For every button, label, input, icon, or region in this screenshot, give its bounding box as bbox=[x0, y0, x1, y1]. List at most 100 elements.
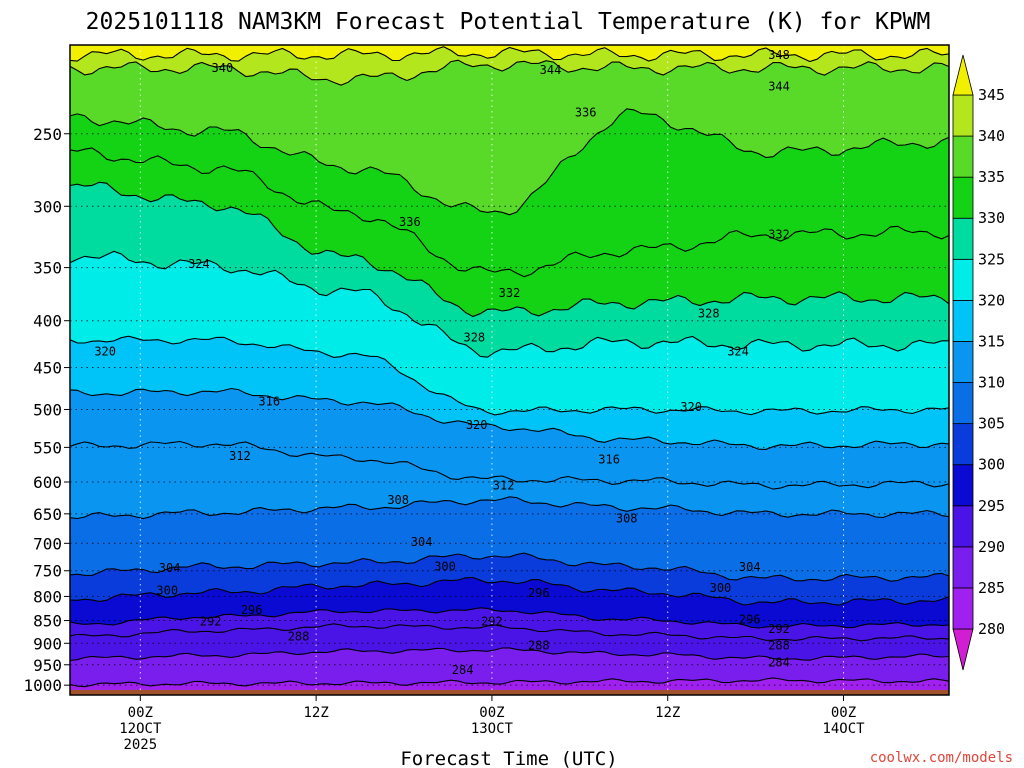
colorbar-tick-label: 280 bbox=[978, 620, 1005, 638]
contour-332 bbox=[70, 147, 949, 278]
contour-label: 292 bbox=[200, 614, 222, 628]
colorbar-tick-label: 295 bbox=[978, 497, 1005, 515]
plot-area bbox=[70, 45, 949, 695]
colorbar-swatch bbox=[952, 382, 974, 425]
y-tick-label: 650 bbox=[33, 505, 62, 524]
colorbar-tick-label: 305 bbox=[978, 415, 1005, 433]
y-tick-label: 850 bbox=[33, 612, 62, 631]
contour-304 bbox=[70, 552, 949, 582]
y-tick-label: 800 bbox=[33, 587, 62, 606]
contour-label: 336 bbox=[399, 215, 421, 229]
contour-312 bbox=[70, 440, 949, 490]
contour-label: 324 bbox=[188, 257, 210, 271]
y-tick-label: 500 bbox=[33, 400, 62, 419]
contour-label: 284 bbox=[768, 656, 790, 670]
y-axis: 250 300 350 400 450 500 550 600 650 700 750 800 850 9… bbox=[23, 125, 70, 695]
contour-label: 292 bbox=[481, 614, 503, 628]
colorbar-swatch bbox=[952, 423, 974, 466]
contour-label: 296 bbox=[528, 586, 550, 600]
contour-288 bbox=[70, 647, 949, 662]
contour-label: 312 bbox=[229, 449, 251, 463]
contour-label: 320 bbox=[94, 344, 116, 358]
contour-308 bbox=[70, 496, 949, 520]
contour-label: 288 bbox=[768, 638, 790, 652]
y-tick-label: 1000 bbox=[23, 676, 62, 695]
contour-label: 328 bbox=[698, 307, 720, 321]
y-tick-label: 550 bbox=[33, 438, 62, 457]
x-tick-label: 14OCT bbox=[822, 721, 865, 737]
colorbar-tick-label: 315 bbox=[978, 332, 1005, 350]
colorbar-tick-label: 340 bbox=[978, 127, 1005, 145]
colorbar-swatch bbox=[952, 464, 974, 507]
contour-300 bbox=[70, 576, 949, 606]
colorbar-swatch bbox=[952, 299, 974, 342]
contour-label: 288 bbox=[528, 638, 550, 652]
contour-324 bbox=[70, 250, 949, 358]
y-tick-label: 950 bbox=[33, 656, 62, 675]
colorbar-swatch bbox=[952, 176, 974, 219]
plot-frame bbox=[69, 44, 950, 696]
contour-label: 304 bbox=[159, 561, 181, 575]
contour-label: 304 bbox=[411, 535, 433, 549]
colorbar-arrow-low bbox=[952, 628, 974, 671]
colorbar-tick-label: 290 bbox=[978, 538, 1005, 556]
colorbar: 345 340 335 330 325 320 315 310 305 300 295 290 285 2… bbox=[952, 54, 1005, 671]
contour-label: 340 bbox=[212, 61, 234, 75]
contour-label: 324 bbox=[727, 344, 749, 358]
contour-label: 344 bbox=[540, 63, 562, 77]
contour-label: 312 bbox=[493, 478, 515, 492]
y-tick-label: 450 bbox=[33, 359, 62, 378]
credit-text: coolwx.com/models bbox=[870, 750, 1013, 766]
colorbar-swatch bbox=[952, 94, 974, 137]
contour-label: 308 bbox=[387, 493, 409, 507]
contour-284 bbox=[70, 677, 949, 688]
contour-label: 348 bbox=[768, 48, 790, 62]
contour-label: 284 bbox=[452, 663, 474, 677]
colorbar-tick-label: 285 bbox=[978, 579, 1005, 597]
contour-320 bbox=[70, 335, 949, 416]
x-tick-label: 00Z bbox=[831, 705, 856, 721]
y-tick-label: 400 bbox=[33, 312, 62, 331]
contour-340 bbox=[70, 59, 949, 86]
contour-label: 300 bbox=[434, 559, 456, 573]
colorbar-tick-label: 330 bbox=[978, 209, 1005, 227]
contour-label: 332 bbox=[768, 227, 790, 241]
contour-336 bbox=[70, 108, 949, 216]
contour-316 bbox=[70, 387, 949, 450]
contour-label: 288 bbox=[288, 630, 310, 644]
contour-label: 316 bbox=[258, 394, 280, 408]
colorbar-swatch bbox=[952, 546, 974, 589]
colorbar-tick-label: 325 bbox=[978, 250, 1005, 268]
colorbar-swatch bbox=[952, 258, 974, 301]
colorbar-swatch bbox=[952, 505, 974, 548]
x-tick-label: 12Z bbox=[655, 705, 680, 721]
contour-label: 320 bbox=[466, 418, 488, 432]
colorbar-tick-label: 335 bbox=[978, 168, 1005, 186]
contour-344 bbox=[70, 46, 949, 63]
x-tick-label: 2025 bbox=[123, 737, 157, 753]
y-tick-label: 900 bbox=[33, 634, 62, 653]
x-axis-label: Forecast Time (UTC) bbox=[400, 748, 617, 768]
contour-label: 332 bbox=[499, 286, 521, 300]
contour-296 bbox=[70, 607, 949, 629]
colorbar-arrow-high bbox=[952, 54, 974, 96]
x-tick-label: 00Z bbox=[479, 705, 504, 721]
colorbar-swatch bbox=[952, 217, 974, 260]
contour-label: 300 bbox=[710, 581, 732, 595]
contour-label: 300 bbox=[156, 583, 178, 597]
y-tick-label: 750 bbox=[33, 562, 62, 581]
colorbar-swatch bbox=[952, 135, 974, 178]
contour-label: 344 bbox=[768, 80, 790, 94]
y-tick-label: 300 bbox=[33, 197, 62, 216]
x-tick-label: 13OCT bbox=[471, 721, 514, 737]
contour-label: 336 bbox=[575, 106, 597, 120]
colorbar-tick-label: 310 bbox=[978, 374, 1005, 392]
ground-surface bbox=[70, 689, 949, 695]
colorbar-swatch bbox=[952, 587, 974, 630]
contour-label: 296 bbox=[241, 603, 263, 617]
gridlines bbox=[70, 45, 949, 695]
contour-label: 316 bbox=[598, 452, 620, 466]
contour-label: 328 bbox=[463, 330, 485, 344]
